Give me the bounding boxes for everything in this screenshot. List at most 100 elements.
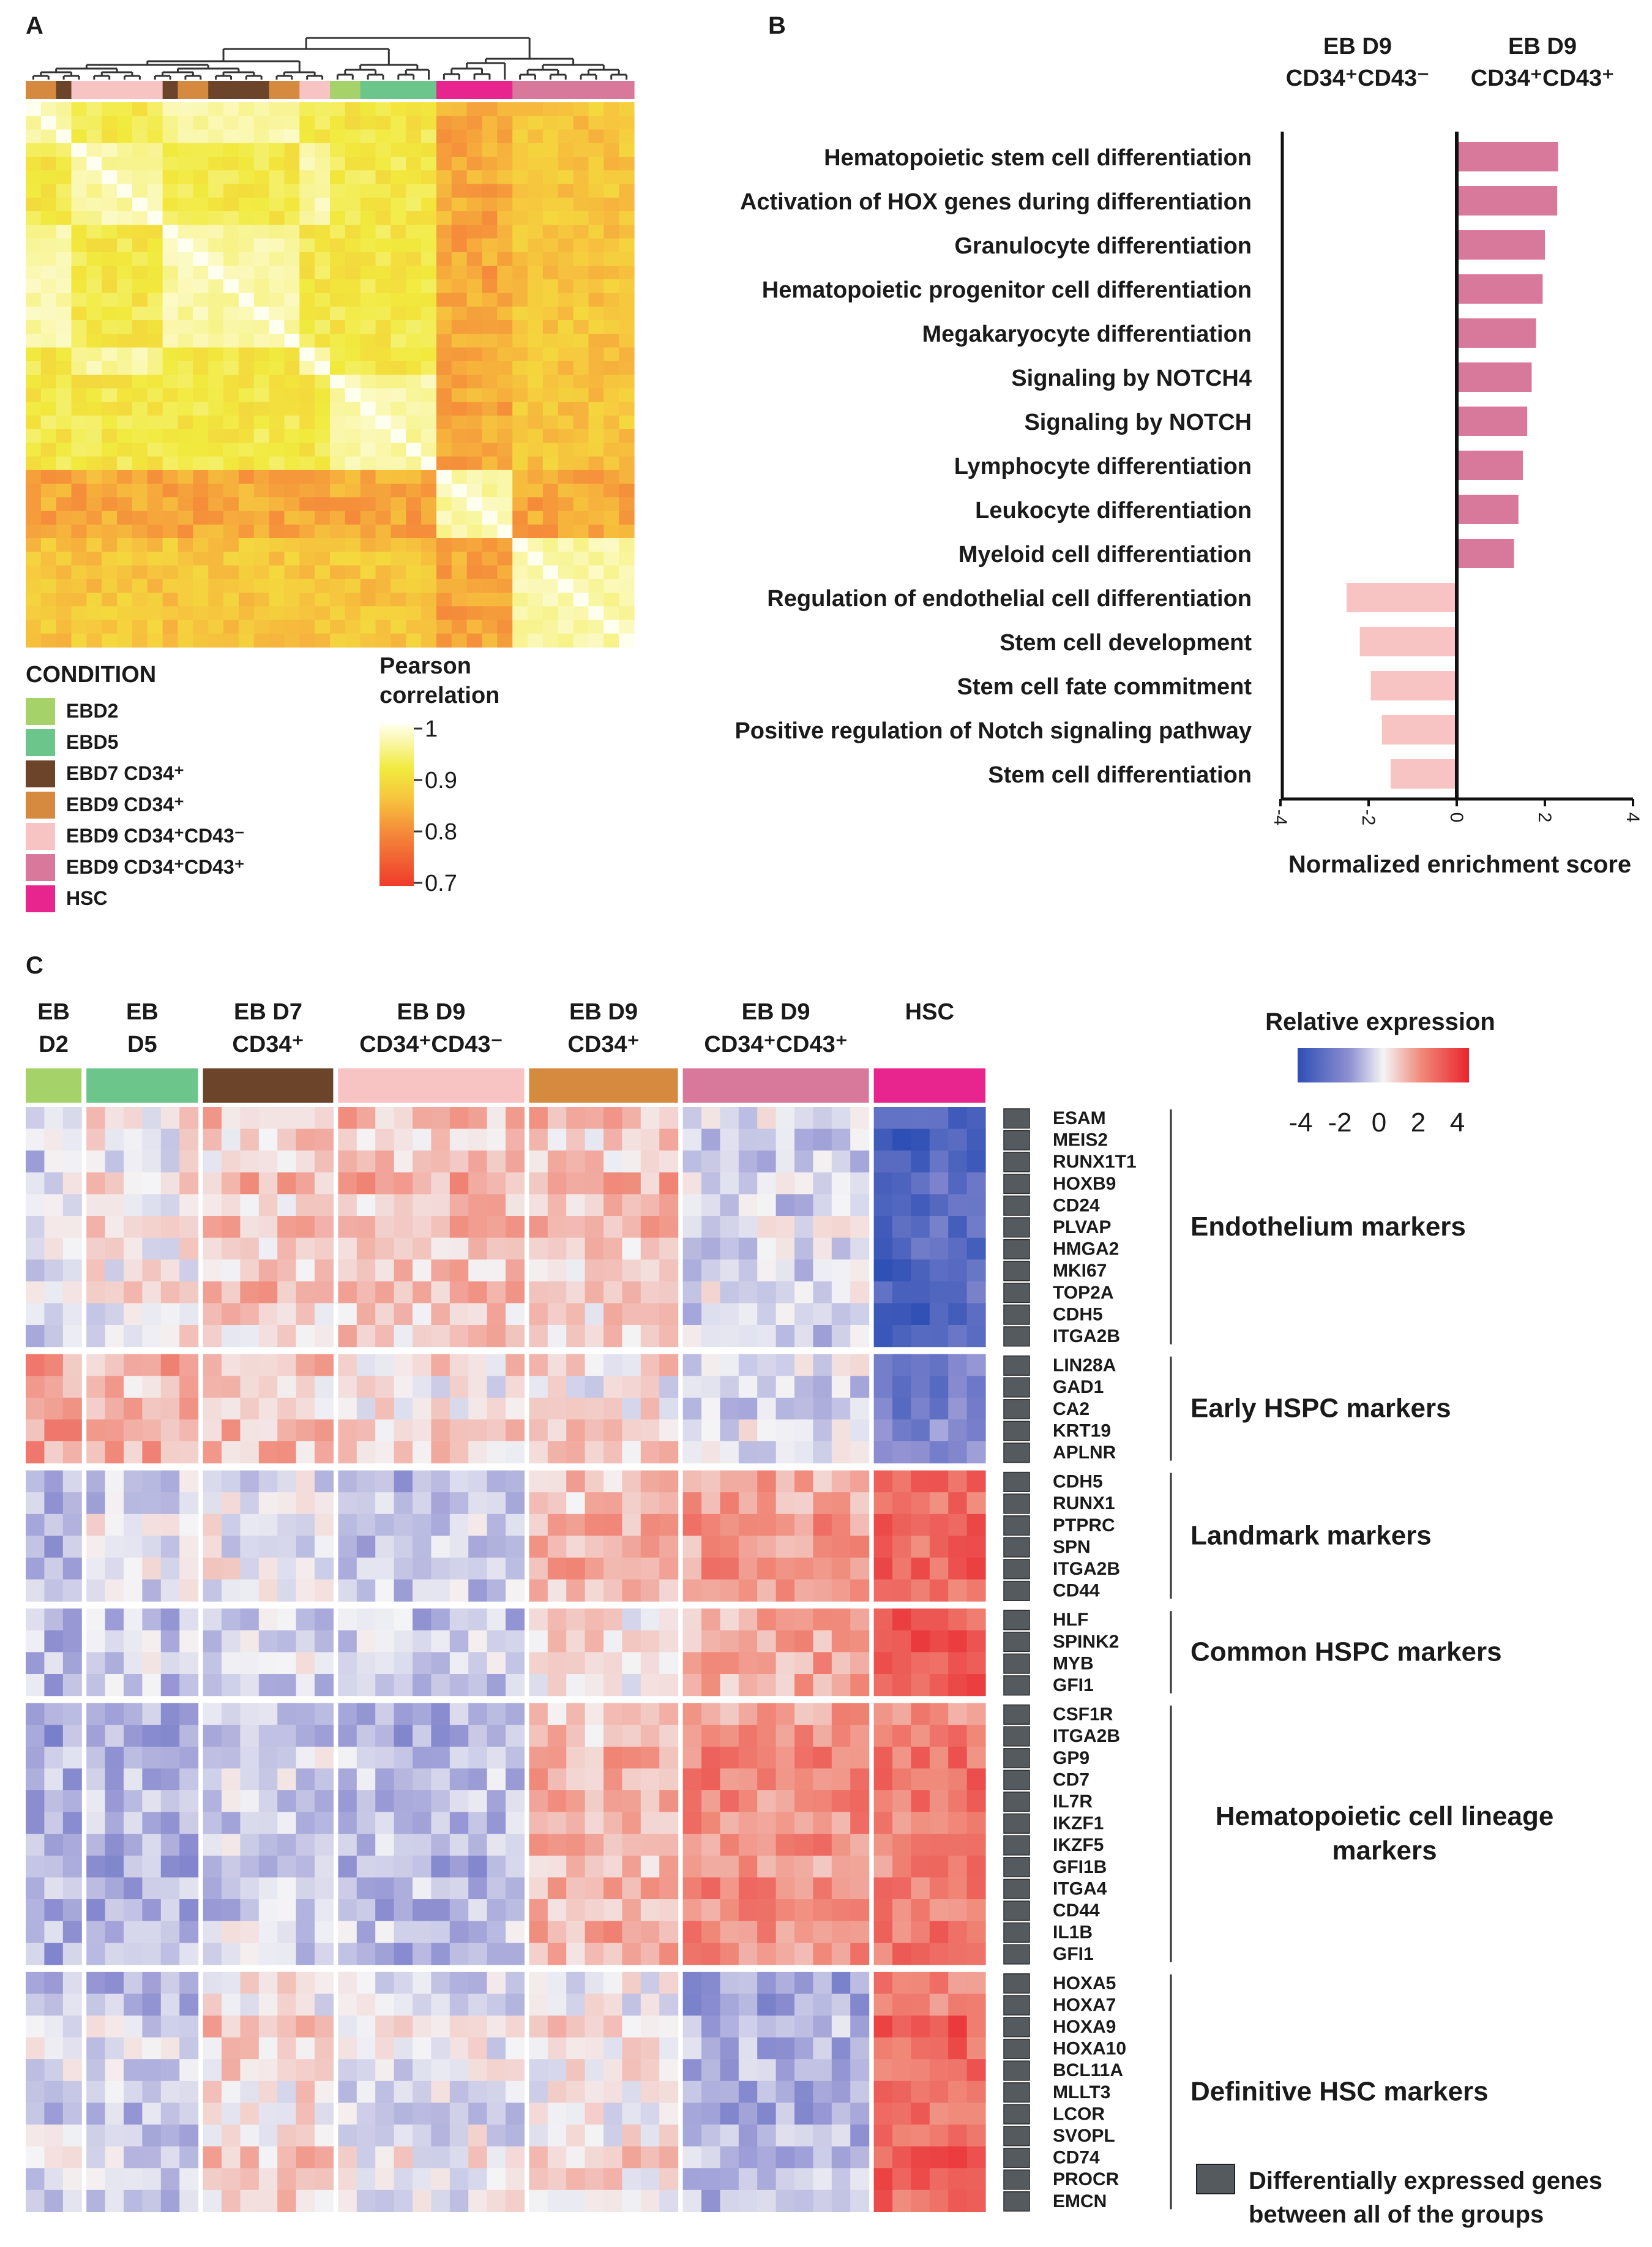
correlation-cell <box>588 238 604 253</box>
gene-label: HMGA2 <box>1053 1239 1119 1259</box>
deg-box <box>1003 1995 1030 2016</box>
correlation-cell <box>238 306 255 321</box>
expression-cell <box>105 2189 124 2212</box>
expression-cell <box>720 1790 739 1813</box>
expression-cell <box>529 1877 548 1900</box>
correlation-cell <box>132 102 148 116</box>
correlation-cell <box>421 565 437 580</box>
expression-cell <box>604 1899 622 1922</box>
correlation-cell <box>573 402 589 416</box>
correlation-cell <box>132 347 148 362</box>
correlation-cell <box>223 375 239 389</box>
expression-cell <box>394 1107 413 1130</box>
legend-swatch <box>26 823 55 850</box>
deg-box <box>1003 1217 1030 1238</box>
correlation-cell <box>451 415 468 430</box>
correlation-cell <box>360 361 376 375</box>
expression-cell <box>529 1899 548 1922</box>
enrichment-bar <box>1457 142 1558 171</box>
correlation-cell <box>56 443 72 457</box>
expression-cell <box>529 1579 548 1602</box>
correlation-cell <box>330 511 346 525</box>
correlation-cell <box>299 211 315 225</box>
expression-cell <box>44 2125 64 2147</box>
correlation-cell <box>391 334 406 348</box>
expression-cell <box>794 1150 813 1173</box>
expression-cell <box>203 2189 222 2212</box>
legend-swatch <box>26 792 55 819</box>
expression-cell <box>240 1536 260 1558</box>
expression-cell <box>948 1790 968 1813</box>
expression-cell <box>487 1470 506 1493</box>
expression-cell <box>831 1281 851 1304</box>
expression-cell <box>394 1855 413 1878</box>
expression-cell <box>26 1441 45 1464</box>
correlation-cell <box>162 633 179 648</box>
correlation-cell <box>588 361 604 375</box>
correlation-cell <box>26 211 42 225</box>
expression-cell <box>142 1492 162 1515</box>
expression-cell <box>468 1194 488 1217</box>
expression-cell <box>356 1971 376 1994</box>
correlation-cell <box>193 388 209 403</box>
correlation-cell <box>132 456 148 471</box>
expression-cell <box>622 1150 641 1173</box>
correlation-cell <box>421 293 437 307</box>
gene-label: PTPRC <box>1053 1515 1115 1536</box>
correlation-cell <box>71 511 87 525</box>
expression-cell <box>413 2125 432 2147</box>
expression-cell <box>105 1674 124 1697</box>
expression-cell <box>831 1579 851 1602</box>
expression-cell <box>831 1492 851 1515</box>
expression-cell <box>315 1652 334 1675</box>
expression-cell <box>338 1746 357 1769</box>
correlation-cell <box>26 197 42 212</box>
expression-cell <box>622 1470 641 1493</box>
panel-label-c: C <box>26 952 43 979</box>
expression-cell <box>468 1971 488 1994</box>
correlation-cell <box>330 170 346 185</box>
expression-cell <box>850 1441 870 1464</box>
correlation-cell <box>512 620 528 634</box>
expression-cell <box>948 2146 968 2169</box>
correlation-cell <box>436 306 452 321</box>
expression-cell <box>873 1216 893 1239</box>
correlation-cell <box>269 225 285 239</box>
correlation-cell <box>178 443 193 457</box>
correlation-cell <box>482 279 498 294</box>
expression-cell <box>356 1746 376 1769</box>
condition-cell <box>71 81 87 99</box>
correlation-cell <box>497 211 513 225</box>
expression-cell <box>413 2080 432 2103</box>
expression-cell <box>966 1768 986 1791</box>
correlation-cell <box>360 116 376 130</box>
expression-cell <box>529 1259 548 1282</box>
expression-cell <box>26 1194 45 1217</box>
condition-cell <box>482 81 498 99</box>
expression-cell <box>105 1855 124 1878</box>
expression-cell <box>948 1259 968 1282</box>
expression-cell <box>142 1514 162 1536</box>
expression-cell <box>258 1281 278 1304</box>
correlation-cell <box>117 565 133 580</box>
expression-cell <box>375 1899 395 1922</box>
correlation-cell <box>406 511 422 525</box>
correlation-cell <box>269 252 285 266</box>
correlation-cell <box>482 633 498 648</box>
correlation-cell <box>56 375 72 389</box>
expression-cell <box>873 1608 893 1631</box>
expression-cell <box>873 1746 893 1769</box>
correlation-cell <box>542 552 559 566</box>
correlation-cell <box>466 306 483 321</box>
correlation-cell <box>238 606 255 621</box>
correlation-cell <box>451 593 468 607</box>
block-label: Definitive HSC markers <box>1190 2077 1489 2107</box>
expression-cell <box>124 1397 143 1420</box>
expression-cell <box>831 1812 851 1834</box>
correlation-cell <box>436 538 452 552</box>
expression-cell <box>948 1943 968 1965</box>
expression-cell <box>449 1172 469 1195</box>
expression-cell <box>62 1514 82 1536</box>
expression-cell <box>86 1128 106 1151</box>
correlation-cell <box>497 197 513 212</box>
